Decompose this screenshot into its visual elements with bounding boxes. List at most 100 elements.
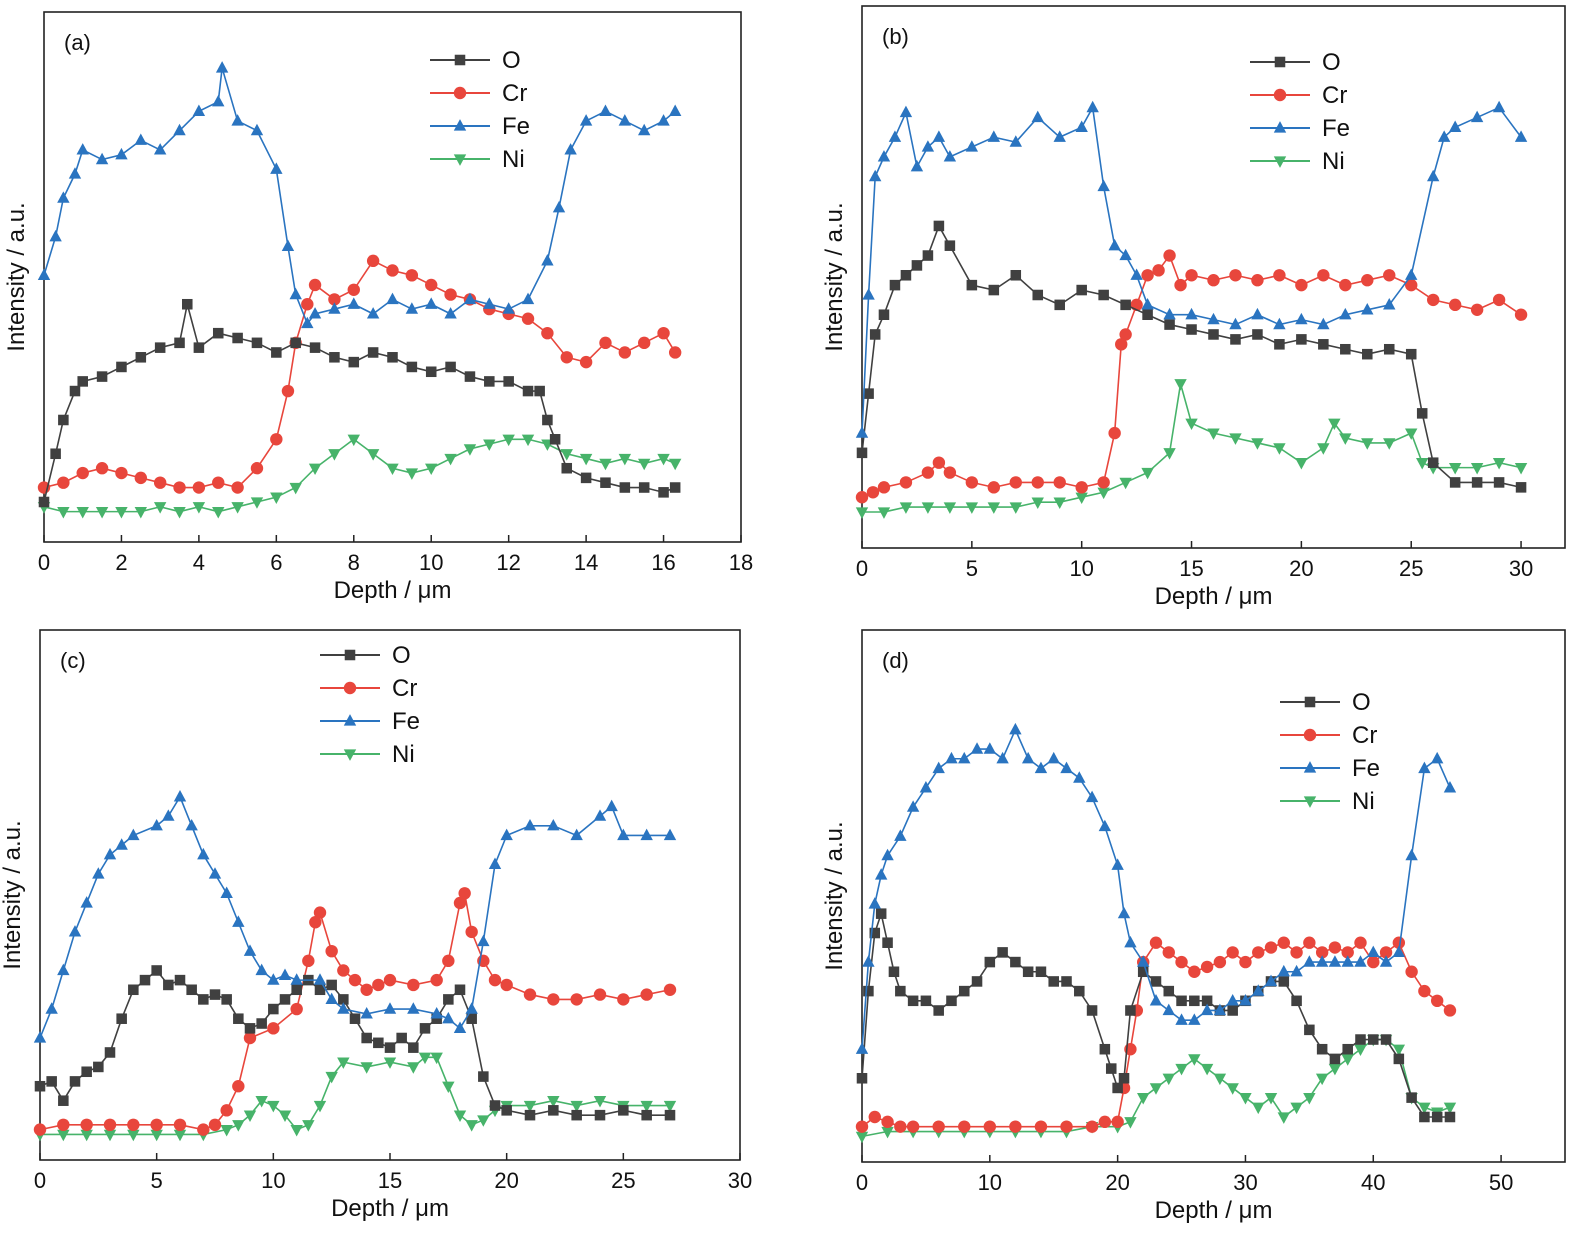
data-point	[863, 985, 874, 997]
data-point	[231, 114, 244, 126]
data-point	[1098, 289, 1109, 301]
legend: O Cr Fe Ni	[1250, 49, 1350, 175]
data-point	[983, 742, 997, 754]
data-point	[1367, 955, 1380, 969]
data-point	[419, 1023, 431, 1034]
x-tick-label: 8	[348, 550, 360, 575]
data-point	[932, 456, 946, 469]
data-point	[444, 453, 457, 466]
data-point	[270, 162, 283, 174]
data-point	[163, 979, 174, 991]
data-point	[68, 167, 82, 179]
data-point	[1162, 1003, 1175, 1016]
y-axis-title: Intensity / a.u.	[0, 820, 26, 969]
legend-label: Ni	[392, 741, 415, 768]
data-point	[347, 283, 360, 296]
data-point	[1418, 761, 1431, 774]
legend-marker	[344, 649, 356, 661]
data-point	[921, 502, 935, 514]
data-point	[889, 279, 901, 291]
data-point	[547, 1096, 560, 1108]
data-point	[128, 984, 139, 996]
data-point	[1437, 130, 1451, 142]
data-point	[488, 857, 502, 870]
x-tick-label: 12	[496, 550, 520, 575]
data-point	[153, 502, 167, 514]
data-point	[489, 1100, 501, 1111]
data-point	[185, 818, 198, 831]
data-point	[349, 1013, 361, 1024]
data-point	[862, 955, 875, 967]
data-point	[76, 506, 89, 519]
data-point	[1392, 1044, 1406, 1057]
data-point	[1229, 317, 1242, 330]
data-point	[1054, 299, 1065, 311]
data-point	[1252, 984, 1265, 996]
data-point	[1185, 307, 1198, 320]
data-point	[173, 790, 187, 802]
data-point	[1448, 120, 1462, 132]
data-point	[1443, 1004, 1457, 1017]
data-point	[174, 974, 186, 986]
x-tick-label: 20	[1289, 556, 1313, 581]
data-point	[1175, 955, 1188, 969]
data-point	[1035, 966, 1047, 978]
data-point	[1075, 120, 1088, 132]
chart-panel-c: 0 5 10 15 20 25 30 Depth / μm Intensity / a.u. (c…	[0, 629, 752, 1222]
data-point	[1176, 995, 1187, 1007]
data-point	[1303, 1092, 1316, 1105]
x-tick-label: 30	[728, 1168, 752, 1193]
data-point	[291, 984, 302, 996]
legend-label: Ni	[1322, 148, 1345, 175]
data-point	[875, 908, 887, 919]
data-point	[383, 1057, 397, 1069]
data-point	[289, 482, 302, 495]
data-point	[1207, 428, 1220, 440]
legend-label: O	[392, 642, 411, 669]
data-point	[987, 481, 1001, 494]
data-point	[1086, 100, 1099, 113]
data-point	[1367, 945, 1380, 958]
data-point	[1277, 964, 1290, 977]
data-point	[308, 307, 322, 319]
data-point	[256, 1018, 267, 1029]
data-point	[92, 867, 105, 879]
data-point	[270, 492, 283, 504]
data-point	[1073, 771, 1086, 783]
series-o	[856, 908, 1456, 1123]
data-point	[174, 337, 185, 349]
data-point	[1514, 130, 1528, 142]
series-o	[38, 298, 681, 508]
data-point	[1426, 293, 1440, 307]
data-point	[640, 1100, 653, 1113]
data-point	[290, 973, 303, 985]
data-point	[1274, 339, 1285, 350]
data-point	[313, 1100, 327, 1113]
data-point	[881, 848, 894, 861]
legend-marker	[1273, 156, 1287, 168]
data-point	[45, 1002, 58, 1014]
data-point	[337, 964, 350, 977]
data-point	[1341, 946, 1354, 959]
data-point	[958, 1120, 971, 1133]
data-point	[571, 1109, 582, 1121]
data-point	[220, 886, 233, 898]
data-point	[1021, 751, 1035, 764]
data-point	[244, 1023, 256, 1034]
data-point	[208, 1118, 222, 1132]
data-point	[547, 818, 560, 831]
data-point	[564, 143, 577, 155]
data-point	[57, 1129, 70, 1142]
data-point	[1031, 476, 1044, 489]
data-point	[1295, 458, 1308, 470]
data-point	[1105, 1063, 1117, 1074]
data-point	[966, 279, 978, 291]
y-axis-title: Intensity / a.u.	[821, 821, 848, 970]
data-point	[1379, 955, 1393, 967]
data-point	[868, 169, 882, 182]
data-point	[1097, 487, 1110, 500]
data-point	[37, 268, 51, 280]
data-point	[313, 973, 327, 985]
data-point	[997, 947, 1008, 958]
data-point	[328, 293, 341, 306]
